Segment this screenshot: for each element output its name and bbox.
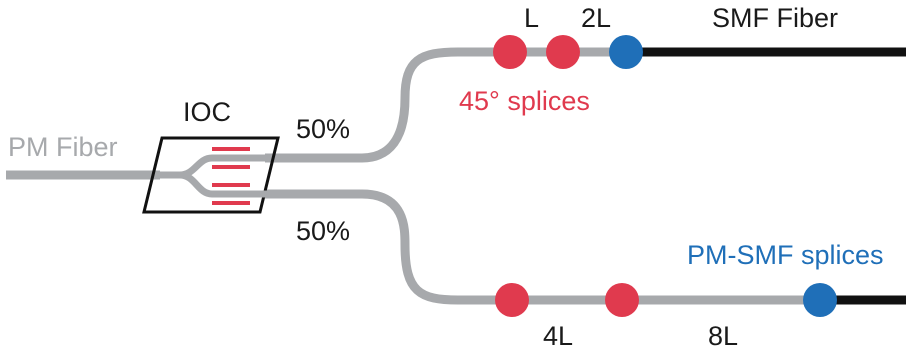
lower-arm-pm-fiber [265, 189, 820, 305]
lower-length-8l-label: 8L [708, 321, 738, 351]
pm-fiber-label: PM Fiber [8, 132, 118, 162]
upper-length-2l-label: 2L [581, 3, 611, 33]
lower-length-4l-label: 4L [543, 321, 573, 351]
splice-45-upper-2 [546, 35, 580, 69]
ioc-label: IOC [183, 97, 231, 127]
splice-pm-smf-lower [803, 283, 837, 317]
splice-pm-smf-upper [609, 35, 643, 69]
pm-smf-splices-label: PM-SMF splices [687, 240, 884, 270]
splices-45-label: 45° splices [459, 86, 590, 116]
upper-arm-pm-fiber [265, 47, 625, 163]
splice-45-lower-2 [605, 283, 639, 317]
splice-45-lower-1 [495, 283, 529, 317]
ioc-chip-outline [142, 136, 280, 214]
splice-45-upper-1 [493, 35, 527, 69]
ioc-chip [142, 136, 280, 214]
ioc-y-junction-waveguide [160, 154, 268, 198]
upper-length-l-label: L [524, 3, 539, 33]
lower-split-label: 50% [296, 216, 350, 246]
smf-fiber-label: SMF Fiber [712, 3, 838, 33]
upper-split-label: 50% [296, 114, 350, 144]
